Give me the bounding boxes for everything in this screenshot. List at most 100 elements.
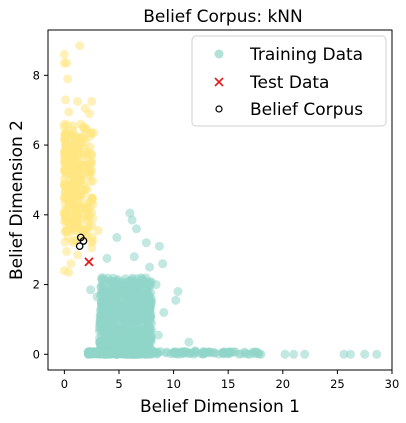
training-point (102, 253, 112, 263)
training-point (74, 158, 84, 168)
training-point (141, 289, 151, 299)
training-point (88, 199, 98, 209)
points-layer (59, 41, 382, 359)
training-point (60, 95, 70, 105)
training-point (346, 349, 356, 359)
legend: Training Data Test Data Belief Corpus (191, 35, 387, 127)
training-point (84, 163, 94, 173)
x-tick-label: 0 (61, 377, 68, 391)
training-point (71, 183, 81, 193)
training-point (76, 119, 86, 129)
training-point (84, 109, 94, 119)
training-point (223, 348, 233, 358)
training-point (158, 259, 168, 269)
legend-label-corpus: Belief Corpus (250, 100, 363, 120)
training-point (93, 226, 103, 236)
training-point (77, 175, 87, 185)
belief-corpus-point (79, 237, 88, 245)
training-point (65, 198, 75, 208)
legend-marker-corpus (215, 105, 223, 113)
training-point (145, 262, 155, 272)
training-point (59, 49, 69, 59)
training-point (131, 224, 141, 234)
training-point (66, 156, 76, 166)
training-point (130, 297, 140, 307)
training-point (63, 226, 73, 236)
training-point (87, 236, 97, 246)
training-point (59, 119, 69, 129)
training-point (127, 215, 137, 225)
training-point (78, 133, 88, 143)
training-point (92, 292, 102, 302)
training-point (75, 41, 85, 51)
x-tick-label: 15 (221, 377, 236, 391)
training-point (66, 259, 76, 269)
training-point (110, 299, 120, 309)
belief-corpus-point (75, 242, 84, 251)
training-point (95, 339, 105, 349)
training-point (63, 74, 73, 84)
training-point (234, 349, 244, 359)
training-point (62, 246, 72, 256)
training-point (79, 144, 89, 154)
y-tick-label: 6 (33, 138, 40, 152)
chart-title: Belief Corpus: kNN (143, 7, 303, 27)
y-tick-label: 0 (33, 347, 40, 361)
training-point (184, 337, 194, 347)
training-point (120, 286, 130, 296)
x-tick-label: 25 (330, 377, 345, 391)
training-point (339, 349, 349, 359)
training-point (132, 280, 142, 290)
training-point (151, 280, 161, 290)
training-point (145, 314, 155, 324)
training-point (129, 252, 139, 262)
training-point (98, 273, 108, 283)
training-point (87, 96, 97, 106)
y-axis-ticks: 0 2 4 6 8 (33, 68, 48, 361)
training-point (99, 349, 109, 359)
training-point (64, 267, 74, 277)
x-tick-label: 5 (115, 377, 122, 391)
training-point (82, 151, 92, 161)
training-point (137, 310, 147, 320)
training-point (59, 208, 69, 218)
legend-marker-test (214, 77, 224, 87)
training-point (133, 319, 143, 329)
training-point (59, 147, 69, 157)
training-point (360, 349, 370, 359)
y-tick-label: 4 (33, 208, 40, 222)
training-point (190, 346, 200, 356)
training-point (69, 171, 79, 181)
training-point (123, 320, 133, 330)
x-axis-ticks: 0 5 10 15 20 25 30 (61, 370, 399, 391)
legend-label-training: Training Data (249, 45, 363, 65)
training-point (72, 96, 82, 106)
training-point (280, 349, 290, 359)
y-tick-label: 8 (33, 68, 40, 82)
training-point (125, 208, 135, 218)
training-point (68, 238, 78, 248)
training-point (70, 137, 80, 147)
training-point (70, 217, 80, 227)
training-point (64, 107, 74, 117)
training-point (289, 349, 299, 359)
training-point (162, 347, 172, 357)
training-point (81, 184, 91, 194)
training-point (105, 338, 115, 348)
training-point (89, 128, 99, 138)
training-point (101, 289, 111, 299)
training-point (126, 348, 136, 358)
training-point (95, 317, 105, 327)
training-point (177, 348, 187, 358)
training-point (68, 121, 78, 131)
training-point (62, 182, 72, 192)
training-point (102, 297, 112, 307)
training-point (88, 176, 98, 186)
training-point (171, 295, 181, 305)
training-point (78, 203, 88, 213)
training-point (159, 307, 169, 317)
training-point (59, 58, 69, 68)
training-point (95, 306, 105, 316)
x-tick-label: 10 (166, 377, 181, 391)
training-point (154, 241, 164, 251)
